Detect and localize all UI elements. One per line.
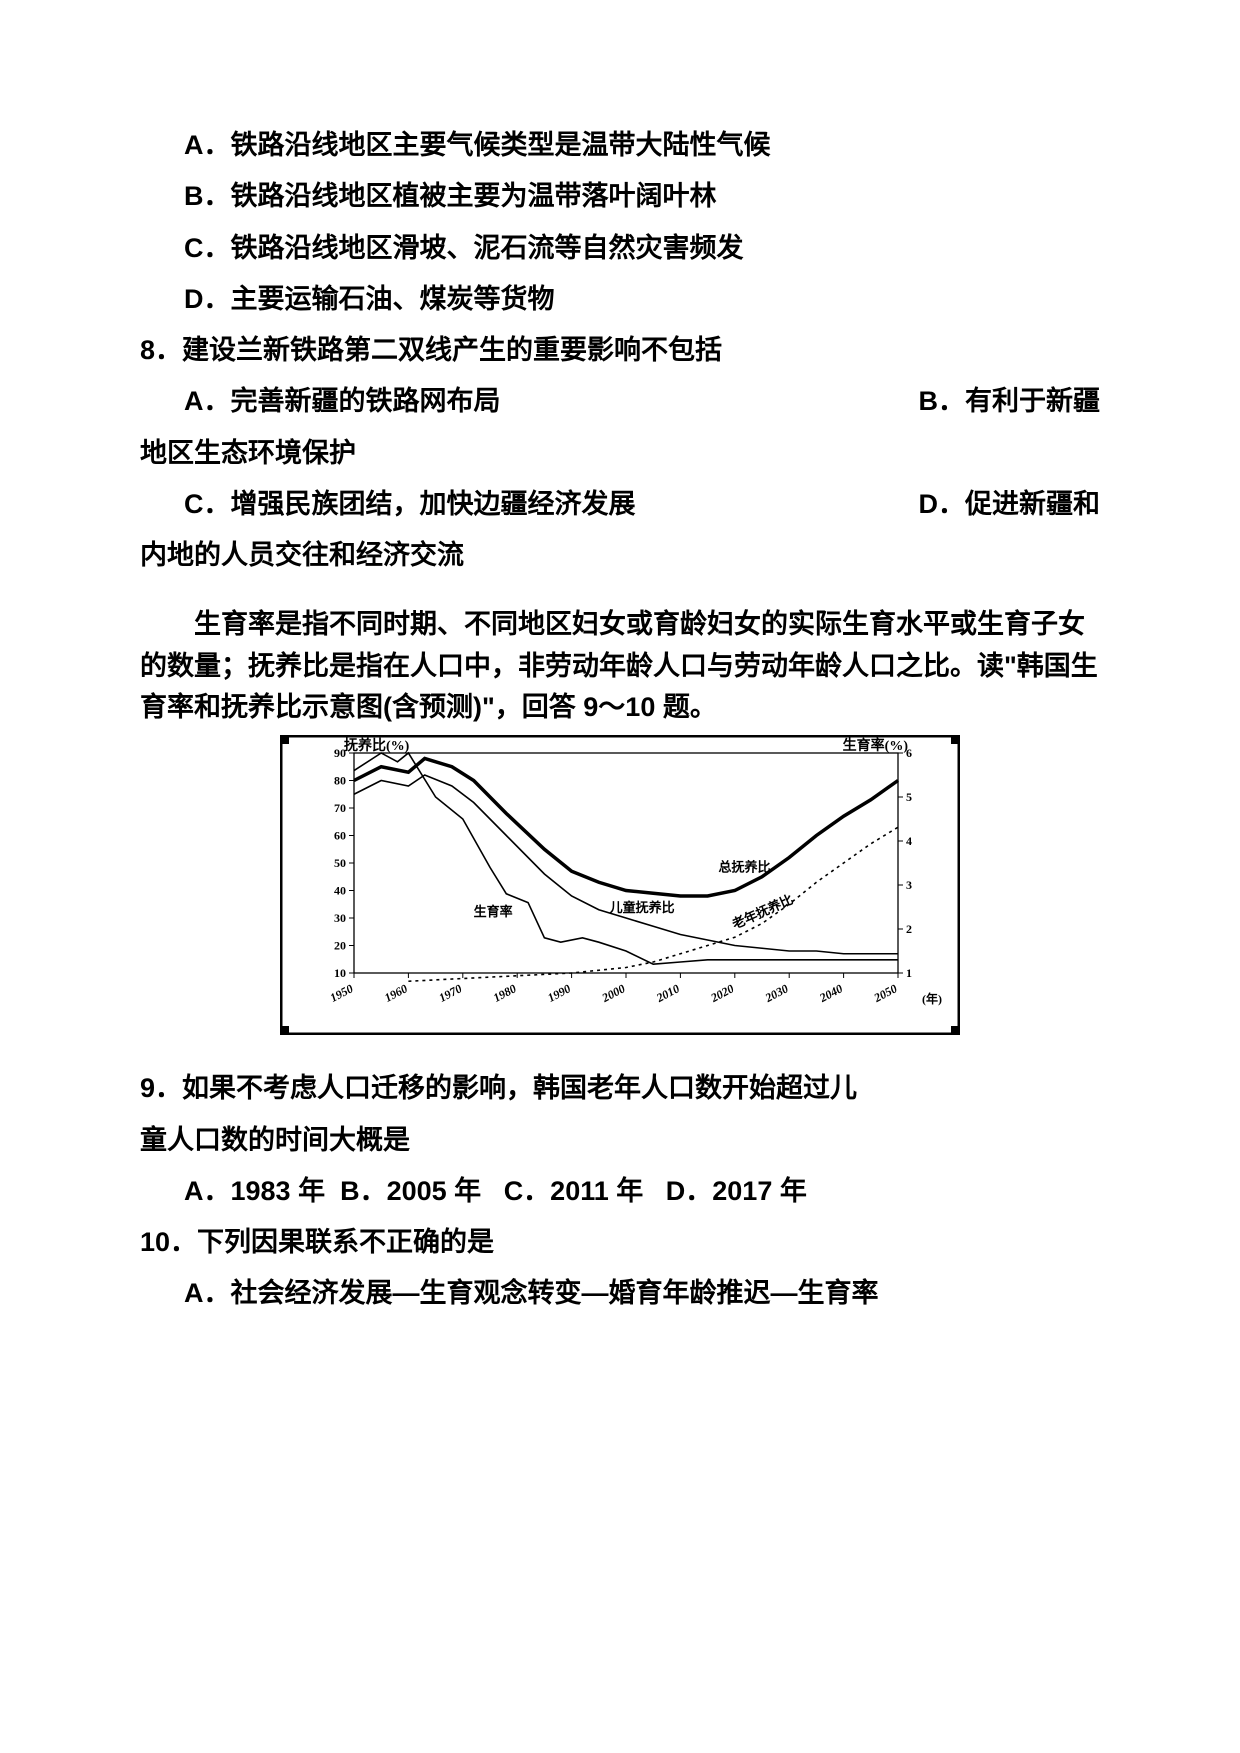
svg-text:抚养比(%): 抚养比(%) bbox=[344, 737, 410, 754]
q9-stem-cont: 童人口数的时间大概是 bbox=[140, 1115, 1100, 1166]
q9-option-a: A．1983 年 bbox=[184, 1176, 325, 1206]
svg-text:5: 5 bbox=[906, 790, 912, 804]
svg-text:80: 80 bbox=[334, 774, 346, 788]
svg-text:生育率: 生育率 bbox=[474, 904, 513, 919]
q7-option-c: C．铁路沿线地区滑坡、泥石流等自然灾害频发 bbox=[140, 223, 1100, 274]
q10-stem: 10．下列因果联系不正确的是 bbox=[140, 1217, 1100, 1268]
svg-text:(年): (年) bbox=[922, 991, 942, 1006]
q8-row-ab: A．完善新疆的铁路网布局 B．有利于新疆 地区生态环境保护 bbox=[140, 376, 1100, 479]
q9-stem: 9．如果不考虑人口迁移的影响，韩国老年人口数开始超过儿 bbox=[140, 1063, 1100, 1114]
q8-option-d: D．促进新疆和 bbox=[919, 479, 1101, 530]
q8-stem: 8．建设兰新铁路第二双线产生的重要影响不包括 bbox=[140, 325, 1100, 376]
svg-text:2: 2 bbox=[906, 922, 912, 936]
q10-option-a: A．社会经济发展―生育观念转变―婚育年龄推迟―生育率 bbox=[140, 1268, 1100, 1319]
q8-option-b: B．有利于新疆 bbox=[919, 376, 1101, 427]
q7-option-a: A．铁路沿线地区主要气候类型是温带大陆性气候 bbox=[140, 120, 1100, 171]
q8-option-b-cont: 地区生态环境保护 bbox=[140, 428, 1100, 479]
chart-svg: 1020304050607080901234561950196019701980… bbox=[280, 735, 960, 1035]
svg-text:总抚养比: 总抚养比 bbox=[718, 859, 770, 874]
korea-chart: 1020304050607080901234561950196019701980… bbox=[280, 735, 960, 1035]
svg-text:20: 20 bbox=[334, 939, 346, 953]
q8-option-a: A．完善新疆的铁路网布局 bbox=[140, 376, 501, 427]
q7-option-d: D．主要运输石油、煤炭等货物 bbox=[140, 274, 1100, 325]
exam-page: A．铁路沿线地区主要气候类型是温带大陆性气候 B．铁路沿线地区植被主要为温带落叶… bbox=[0, 0, 1240, 1753]
svg-text:3: 3 bbox=[906, 878, 912, 892]
q7-option-b: B．铁路沿线地区植被主要为温带落叶阔叶林 bbox=[140, 171, 1100, 222]
svg-text:4: 4 bbox=[906, 834, 912, 848]
q9-option-c: C．2011 年 bbox=[504, 1176, 644, 1206]
passage-block: 生育率是指不同时期、不同地区妇女或育龄妇女的实际生育水平或生育子女的数量；抚养比… bbox=[140, 604, 1100, 730]
q9-options-row: A．1983 年 B．2005 年 C．2011 年 D．2017 年 bbox=[140, 1166, 1100, 1217]
q8-option-d-cont: 内地的人员交往和经济交流 bbox=[140, 530, 1100, 581]
q8-row-cd: C．增强民族团结，加快边疆经济发展 D．促进新疆和 内地的人员交往和经济交流 bbox=[140, 479, 1100, 582]
svg-text:40: 40 bbox=[334, 884, 346, 898]
svg-text:50: 50 bbox=[334, 856, 346, 870]
svg-text:30: 30 bbox=[334, 911, 346, 925]
svg-text:1: 1 bbox=[906, 966, 912, 980]
q9-option-d: D．2017 年 bbox=[666, 1176, 807, 1206]
svg-text:儿童抚养比: 儿童抚养比 bbox=[609, 900, 675, 915]
svg-text:生育率(%): 生育率(%) bbox=[843, 737, 909, 754]
svg-text:10: 10 bbox=[334, 966, 346, 980]
svg-text:60: 60 bbox=[334, 829, 346, 843]
svg-text:70: 70 bbox=[334, 801, 346, 815]
q9-option-b: B．2005 年 bbox=[340, 1176, 481, 1206]
q8-option-c: C．增强民族团结，加快边疆经济发展 bbox=[140, 479, 636, 530]
passage-text: 生育率是指不同时期、不同地区妇女或育龄妇女的实际生育水平或生育子女的数量；抚养比… bbox=[140, 604, 1100, 730]
